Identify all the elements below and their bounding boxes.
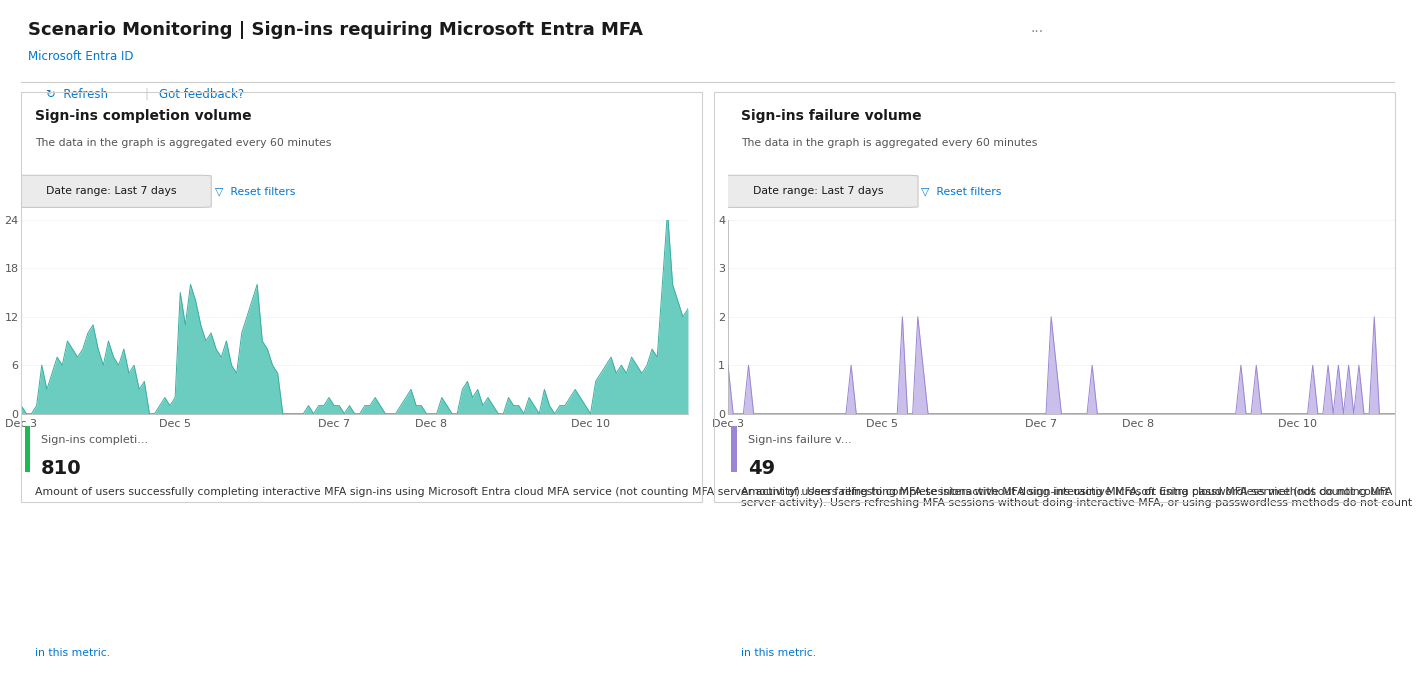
Text: Sign-ins failure v...: Sign-ins failure v... [748, 435, 851, 445]
Text: Amount of users failing to complete interactive MFA sign-ins using Microsoft Ent: Amount of users failing to complete inte… [742, 487, 1413, 520]
Bar [24, 426, 30, 473]
Text: Sign-ins completi...: Sign-ins completi... [41, 435, 149, 445]
Text: The data in the graph is aggregated every 60 minutes: The data in the graph is aggregated ever… [742, 138, 1038, 148]
Text: ↻  Refresh: ↻ Refresh [45, 87, 108, 100]
Text: Got feedback?: Got feedback? [159, 87, 244, 100]
FancyBboxPatch shape [14, 176, 211, 207]
Text: ▽  Reset filters: ▽ Reset filters [922, 186, 1001, 196]
Text: Sign-ins completion volume: Sign-ins completion volume [34, 109, 251, 123]
Bar [731, 426, 736, 473]
Text: |: | [144, 87, 149, 100]
Text: ...: ... [1031, 21, 1044, 35]
Text: Microsoft Entra ID: Microsoft Entra ID [28, 50, 133, 63]
Text: 810: 810 [41, 458, 82, 477]
Text: ▽  Reset filters: ▽ Reset filters [215, 186, 295, 196]
Text: in this metric.: in this metric. [742, 647, 817, 658]
Text: The data in the graph is aggregated every 60 minutes: The data in the graph is aggregated ever… [34, 138, 331, 148]
FancyBboxPatch shape [721, 176, 918, 207]
Text: Date range: Last 7 days: Date range: Last 7 days [753, 186, 884, 196]
Text: Scenario Monitoring | Sign-ins requiring Microsoft Entra MFA: Scenario Monitoring | Sign-ins requiring… [28, 21, 643, 39]
Text: 49: 49 [748, 458, 775, 477]
Text: Amount of users successfully completing interactive MFA sign-ins using Microsoft: Amount of users successfully completing … [34, 487, 1392, 496]
Text: Sign-ins failure volume: Sign-ins failure volume [742, 109, 922, 123]
Text: Date range: Last 7 days: Date range: Last 7 days [45, 186, 177, 196]
Text: in this metric.: in this metric. [34, 647, 109, 658]
